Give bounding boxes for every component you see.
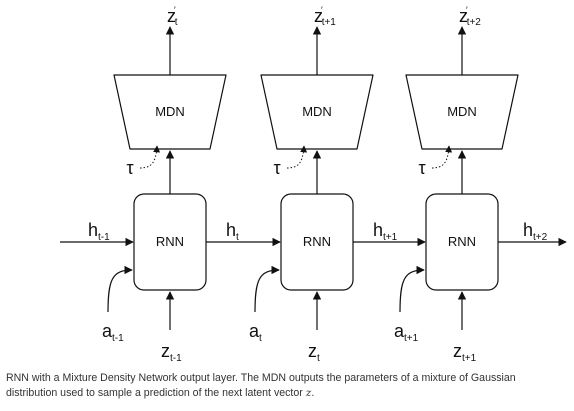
output-label-col1-main: z xyxy=(167,6,176,26)
latent-label-col2-sub: t xyxy=(317,353,320,364)
hidden-label-col3: ht+1 xyxy=(373,220,398,243)
temperature-label-col2: τ xyxy=(273,158,280,178)
hidden-label-col3-main: h xyxy=(373,220,383,240)
mdn-label-col2: MDN xyxy=(302,104,332,119)
hidden-label-col1-sub: t-1 xyxy=(98,232,110,243)
temperature-arrow-col2 xyxy=(286,145,308,169)
temperature-label-col3: τ xyxy=(418,158,425,178)
latent-label-col1-sub: t-1 xyxy=(170,353,182,364)
latent-label-col2: zt xyxy=(308,341,320,364)
caption-period: . xyxy=(311,387,315,399)
rnn-label-col2: RNN xyxy=(303,234,331,249)
latent-label-col1: zt-1 xyxy=(161,341,182,364)
action-label-col2-sub: t xyxy=(259,333,262,344)
output-label-col3-prime: ′ xyxy=(466,5,468,15)
action-label-col3: at+1 xyxy=(394,321,419,344)
action-label-col1: at-1 xyxy=(102,321,124,344)
latent-label-col1-main: z xyxy=(161,341,170,361)
figure-caption: RNN with a Mixture Density Network outpu… xyxy=(6,371,568,401)
output-label-col2-main: z xyxy=(314,6,323,26)
hidden-out-label-main: h xyxy=(523,220,533,240)
hidden-label-col1-main: h xyxy=(88,220,98,240)
action-label-col2-main: a xyxy=(249,321,260,341)
action-arrow-col2 xyxy=(254,265,280,313)
caption-text: RNN with a Mixture Density Network outpu… xyxy=(6,372,516,399)
output-label-col2-prime: ′ xyxy=(321,5,323,15)
hidden-label-col2: ht xyxy=(226,220,239,243)
action-label-col1-sub: t-1 xyxy=(112,333,124,344)
diagram-layer: MDNz′tRNNτzt-1at-1ht-1MDNz′t+1RNNτztatht… xyxy=(60,5,567,364)
hidden-out-label: ht+2 xyxy=(523,220,548,243)
rnn-mdn-diagram: MDNz′tRNNτzt-1at-1ht-1MDNz′t+1RNNτztatht… xyxy=(60,5,567,364)
mdn-box-col1 xyxy=(113,74,227,150)
output-label-col1: z′ t xyxy=(167,5,178,28)
output-label-col2: z′ t+1 xyxy=(314,5,336,28)
mdn-box-col2 xyxy=(260,74,374,150)
output-label-col3: z′ t+2 xyxy=(459,5,481,28)
latent-label-col3-sub: t+1 xyxy=(462,353,477,364)
action-arrow-col1 xyxy=(107,265,133,313)
hidden-label-col2-sub: t xyxy=(236,232,239,243)
action-label-col3-main: a xyxy=(394,321,405,341)
hidden-label-col3-sub: t+1 xyxy=(383,232,398,243)
caption-variable: z xyxy=(305,387,312,399)
output-label-col2-sub: t+1 xyxy=(322,17,337,28)
output-label-col3-main: z xyxy=(459,6,468,26)
action-label-col1-main: a xyxy=(102,321,113,341)
latent-label-col3: zt+1 xyxy=(453,341,477,364)
output-label-col1-sub: t xyxy=(175,17,178,28)
output-label-col1-prime: ′ xyxy=(174,5,176,15)
mdn-box-col3 xyxy=(405,74,519,150)
mdn-label-col3: MDN xyxy=(447,104,477,119)
latent-label-col3-main: z xyxy=(453,341,462,361)
rnn-label-col3: RNN xyxy=(448,234,476,249)
rnn-label-col1: RNN xyxy=(156,234,184,249)
hidden-label-col2-main: h xyxy=(226,220,236,240)
output-label-col3-sub: t+2 xyxy=(467,17,482,28)
temperature-label-col1: τ xyxy=(126,158,133,178)
action-label-col3-sub: t+1 xyxy=(404,333,419,344)
hidden-out-label-sub: t+2 xyxy=(533,232,548,243)
temperature-arrow-col3 xyxy=(431,145,453,169)
temperature-arrow-col1 xyxy=(139,145,161,169)
mdn-label-col1: MDN xyxy=(155,104,185,119)
action-label-col2: at xyxy=(249,321,262,344)
action-arrow-col3 xyxy=(399,265,425,313)
latent-label-col2-main: z xyxy=(308,341,317,361)
hidden-label-col1: ht-1 xyxy=(88,220,110,243)
